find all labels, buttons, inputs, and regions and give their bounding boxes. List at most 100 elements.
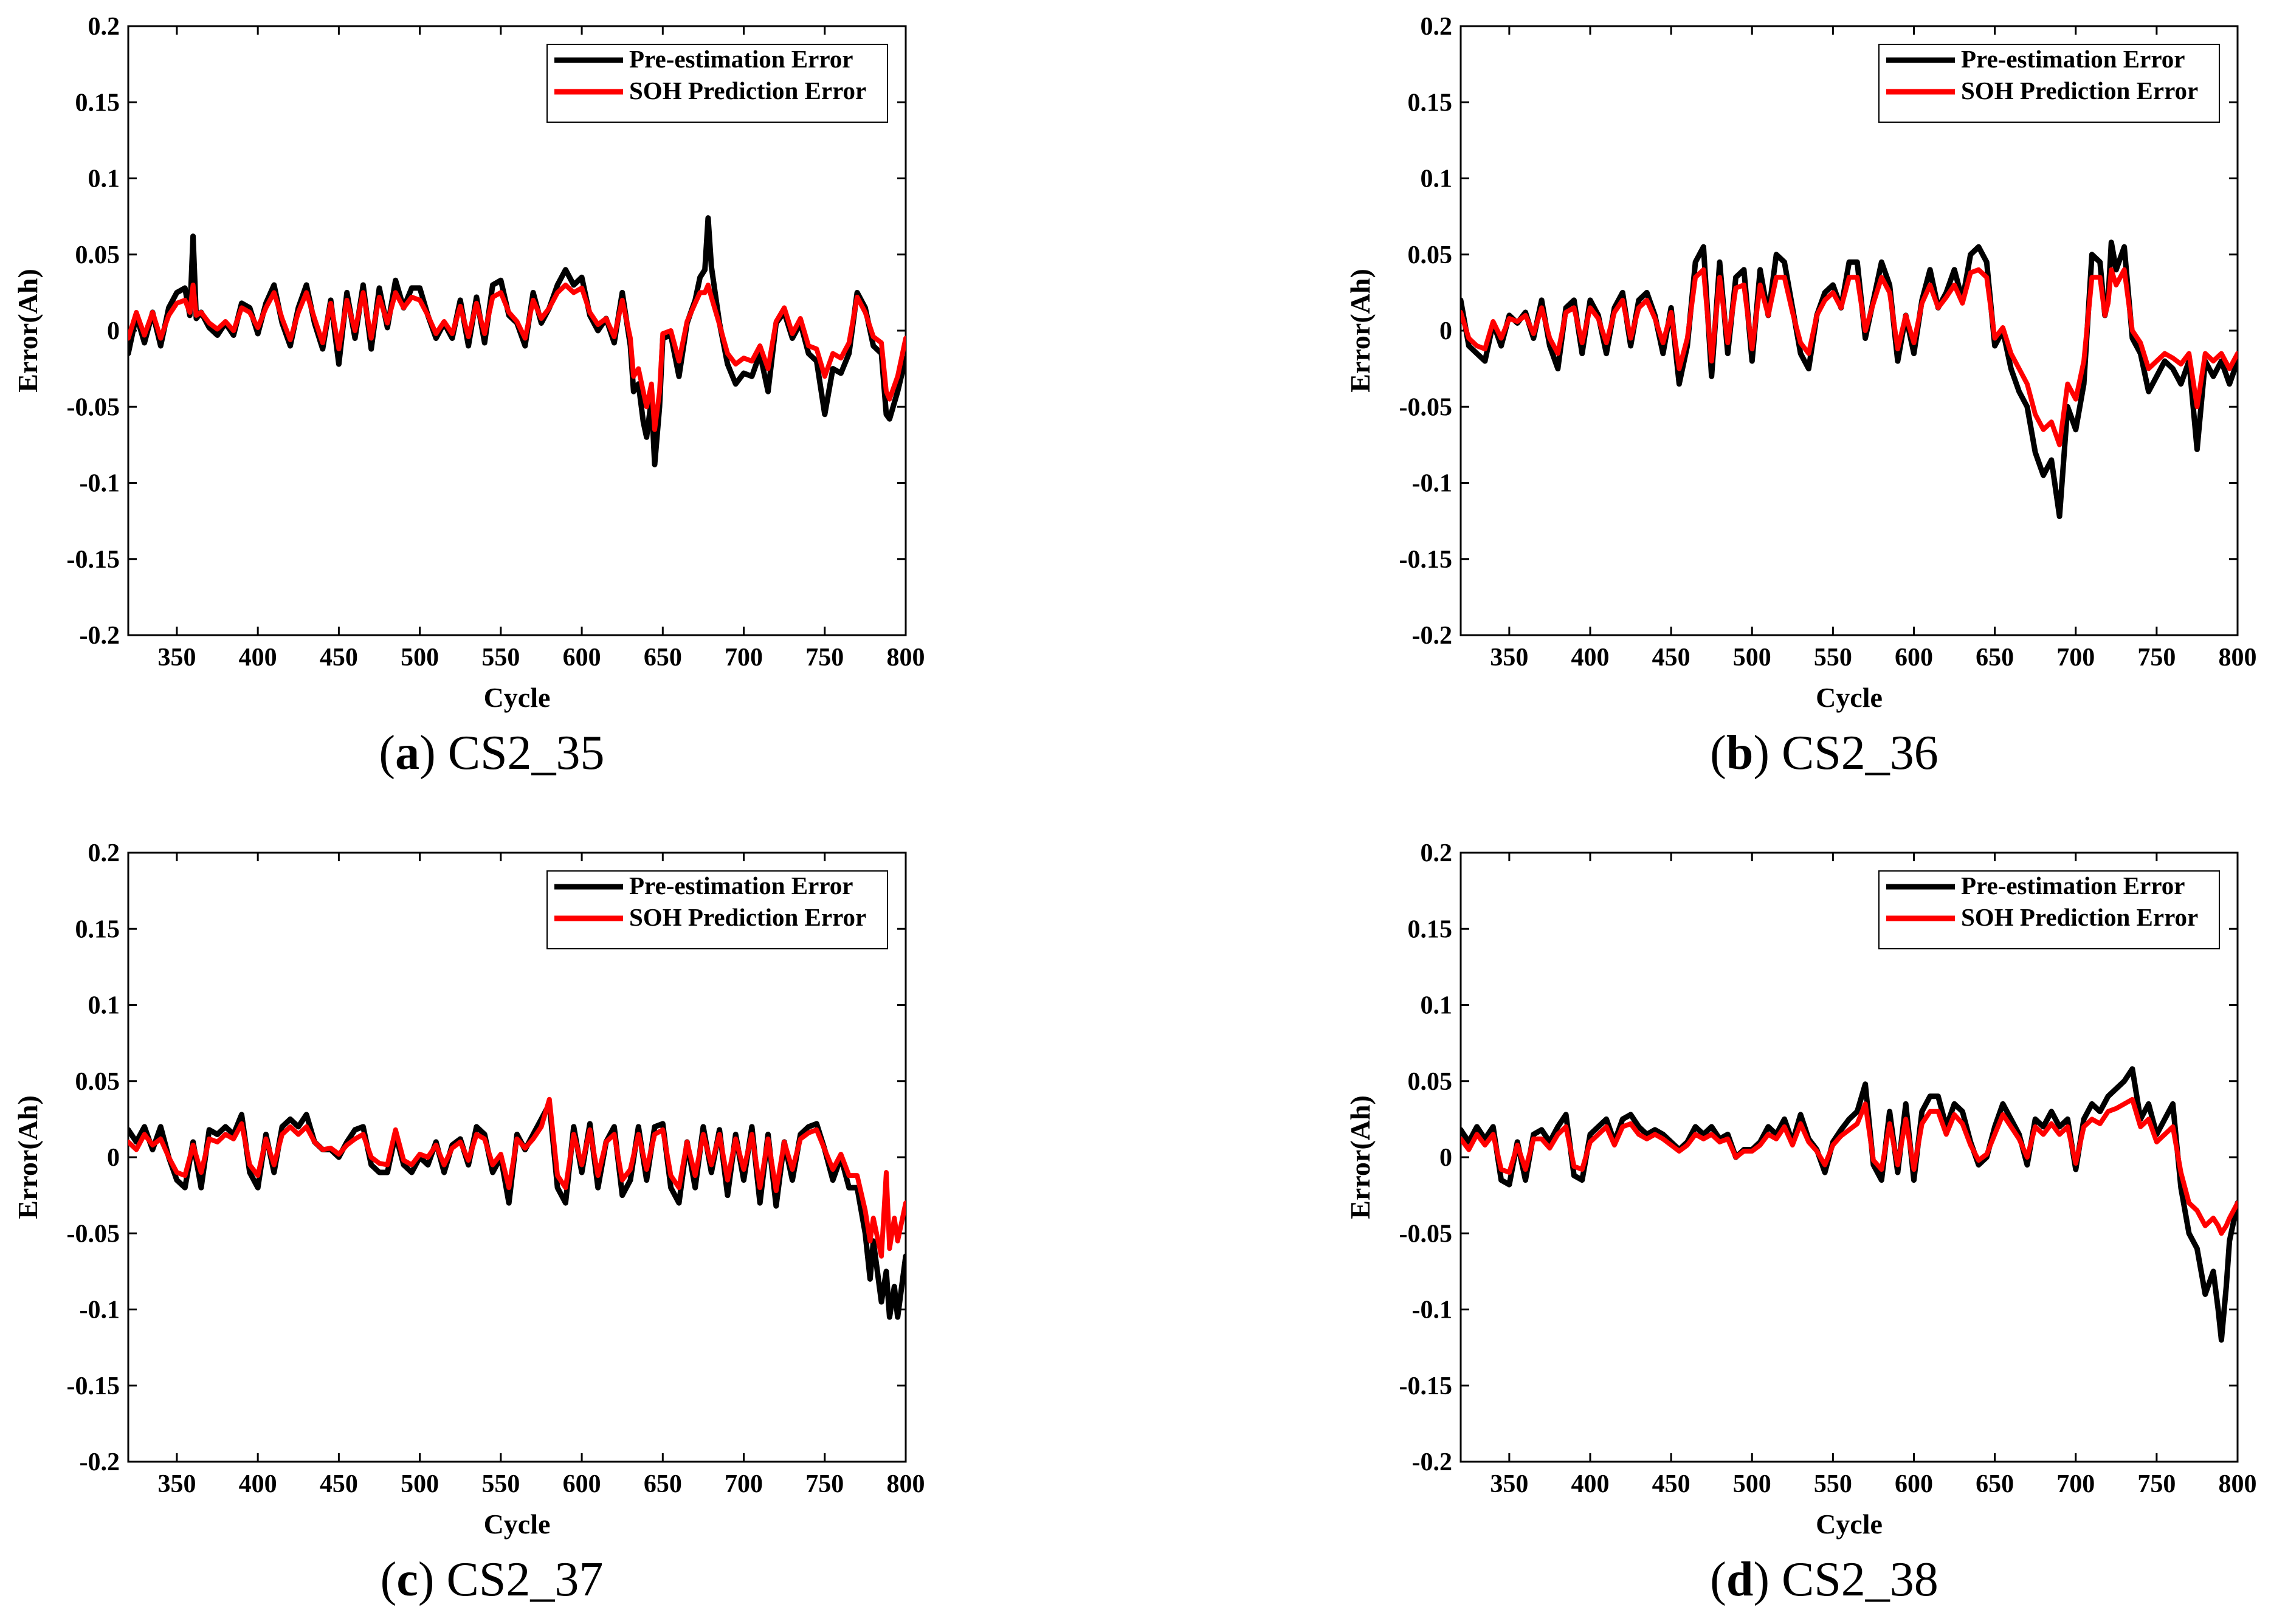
- x-tick-label: 550: [1814, 1470, 1852, 1498]
- panel-caption: (c) CS2_37: [381, 1553, 604, 1606]
- x-tick-label: 700: [2056, 1470, 2095, 1498]
- y-tick-label: 0.05: [75, 1068, 120, 1096]
- legend-entry: SOH Prediction Error: [629, 77, 866, 105]
- x-tick-label: 500: [401, 1470, 439, 1498]
- y-tick-label: -0.1: [80, 1296, 120, 1324]
- x-tick-label: 750: [2137, 644, 2176, 672]
- y-axis-label: Error(Ah): [12, 1095, 43, 1219]
- x-tick-label: 650: [1976, 644, 2014, 672]
- x-axis-label: Cycle: [1816, 1509, 1883, 1540]
- x-tick-label: 800: [887, 1470, 925, 1498]
- x-axis-label: Cycle: [1816, 682, 1883, 713]
- legend-box: [1878, 44, 2220, 123]
- y-tick-label: -0.1: [80, 470, 120, 498]
- x-tick-label: 400: [1571, 1470, 1610, 1498]
- y-tick-label: -0.2: [1412, 1448, 1453, 1476]
- x-tick-label: 550: [481, 1470, 520, 1498]
- x-tick-label: 650: [644, 1470, 682, 1498]
- x-axis-label: Cycle: [484, 682, 551, 713]
- x-tick-label: 600: [563, 1470, 601, 1498]
- chart-panel-a: 350 400 450 500 550 600 650 700 750 800 0.2 0.15 0.1…: [12, 13, 925, 780]
- y-tick-label: 0.2: [88, 13, 120, 41]
- x-tick-label: 400: [239, 1470, 277, 1498]
- chart-panel-b: 350 400 450 500 550 600 650 700 750 800 0.2 0.15 0.1…: [1345, 13, 2257, 780]
- y-tick-label: 0: [1439, 1144, 1452, 1172]
- x-tick-label: 650: [644, 644, 682, 672]
- y-tick-label: -0.15: [1399, 546, 1453, 574]
- y-tick-label: -0.15: [1399, 1372, 1453, 1400]
- x-tick-label: 450: [1652, 644, 1690, 672]
- legend-entry: Pre-estimation Error: [629, 872, 853, 900]
- series-line-soh-prediction-error: [128, 282, 906, 432]
- x-tick-label: 400: [239, 644, 277, 672]
- y-tick-label: -0.15: [67, 546, 120, 574]
- y-tick-label: 0.05: [1408, 241, 1453, 269]
- y-tick-label: 0.2: [1421, 839, 1453, 867]
- y-tick-label: 0.2: [88, 839, 120, 867]
- y-tick-label: 0.1: [1421, 165, 1453, 193]
- y-tick-label: -0.1: [1412, 1296, 1453, 1324]
- y-tick-label: -0.05: [67, 393, 120, 421]
- x-tick-label: 500: [1733, 644, 1771, 672]
- legend-entry: Pre-estimation Error: [1961, 45, 2185, 73]
- x-tick-label: 700: [725, 1470, 763, 1498]
- legend-entry: SOH Prediction Error: [629, 903, 866, 931]
- plot-area: [1459, 852, 2239, 1463]
- y-tick-label: 0.1: [1421, 992, 1453, 1020]
- y-tick-label: 0.1: [88, 992, 120, 1020]
- x-tick-label: 750: [805, 1470, 844, 1498]
- y-tick-label: 0: [107, 317, 120, 345]
- series-line-pre-estimation-error: [1461, 239, 2238, 520]
- x-axis-label: Cycle: [484, 1509, 551, 1540]
- y-tick-label: -0.2: [80, 1448, 120, 1476]
- y-tick-label: -0.2: [1412, 622, 1453, 650]
- y-axis-label: Error(Ah): [12, 269, 43, 393]
- legend-box: [546, 44, 888, 123]
- x-tick-label: 600: [563, 644, 601, 672]
- chart-panel-c: 350 400 450 500 550 600 650 700 750 800 0.2 0.15 0.1…: [12, 839, 925, 1606]
- series-line-soh-prediction-error: [1461, 267, 2238, 447]
- x-tick-label: 450: [320, 1470, 358, 1498]
- y-tick-label: -0.05: [1399, 393, 1453, 421]
- x-tick-label: 450: [320, 644, 358, 672]
- x-tick-label: 350: [157, 644, 196, 672]
- legend-box: [546, 870, 888, 949]
- series-line-soh-prediction-error: [128, 1096, 906, 1259]
- y-tick-label: 0.15: [75, 915, 120, 943]
- y-tick-label: 0.1: [88, 165, 120, 193]
- x-tick-label: 500: [401, 644, 439, 672]
- series-line-pre-estimation-error: [1461, 1066, 2238, 1343]
- y-tick-label: 0.05: [1408, 1068, 1453, 1096]
- x-tick-label: 800: [887, 644, 925, 672]
- y-tick-label: -0.2: [80, 622, 120, 650]
- x-tick-label: 800: [2219, 644, 2257, 672]
- legend-entry: SOH Prediction Error: [1961, 77, 2198, 105]
- x-tick-label: 450: [1652, 1470, 1690, 1498]
- y-tick-label: 0.15: [1408, 89, 1453, 117]
- y-axis-label: Error(Ah): [1345, 1095, 1376, 1219]
- x-tick-label: 550: [1814, 644, 1852, 672]
- x-tick-label: 600: [1895, 644, 1933, 672]
- y-tick-label: 0.15: [1408, 915, 1453, 943]
- y-tick-label: -0.1: [1412, 470, 1453, 498]
- x-tick-label: 700: [725, 644, 763, 672]
- panel-caption: (b) CS2_36: [1710, 726, 1938, 780]
- x-tick-label: 800: [2219, 1470, 2257, 1498]
- chart-panel-d: 350 400 450 500 550 600 650 700 750 800 0.2 0.15 0.1…: [1345, 839, 2257, 1606]
- y-tick-label: -0.15: [67, 1372, 120, 1400]
- legend-entry: SOH Prediction Error: [1961, 903, 2198, 931]
- panel-caption: (a) CS2_35: [379, 726, 604, 780]
- x-tick-label: 650: [1976, 1470, 2014, 1498]
- y-tick-label: 0: [107, 1144, 120, 1172]
- series-line-soh-prediction-error: [1461, 1096, 2238, 1236]
- x-tick-label: 350: [1490, 644, 1528, 672]
- x-tick-label: 750: [2137, 1470, 2176, 1498]
- x-tick-label: 750: [805, 644, 844, 672]
- panel-caption: (d) CS2_38: [1710, 1553, 1938, 1606]
- y-tick-label: 0.15: [75, 89, 120, 117]
- x-tick-label: 500: [1733, 1470, 1771, 1498]
- x-tick-label: 600: [1895, 1470, 1933, 1498]
- legend-entry: Pre-estimation Error: [629, 45, 853, 73]
